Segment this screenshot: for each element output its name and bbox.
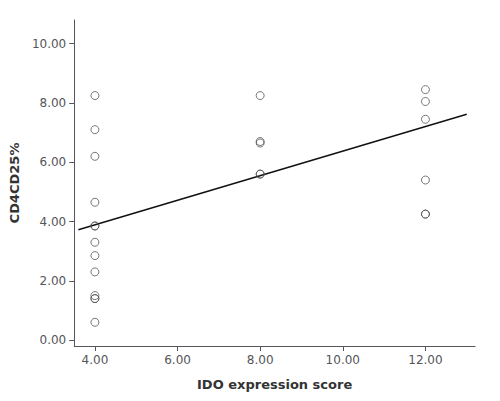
svg-text:12.00: 12.00 [408,353,442,367]
svg-text:2.00: 2.00 [40,274,67,288]
svg-text:IDO expression score: IDO expression score [197,377,352,392]
svg-text:0.00: 0.00 [40,333,67,347]
svg-text:6.00: 6.00 [40,155,67,169]
svg-text:CD4CD25%: CD4CD25% [7,143,22,224]
svg-text:8.00: 8.00 [247,353,274,367]
svg-text:4.00: 4.00 [40,215,67,229]
svg-text:6.00: 6.00 [164,353,191,367]
svg-text:10.00: 10.00 [326,353,360,367]
svg-text:8.00: 8.00 [40,96,67,110]
svg-text:10.00: 10.00 [32,37,66,51]
svg-text:4.00: 4.00 [82,353,109,367]
